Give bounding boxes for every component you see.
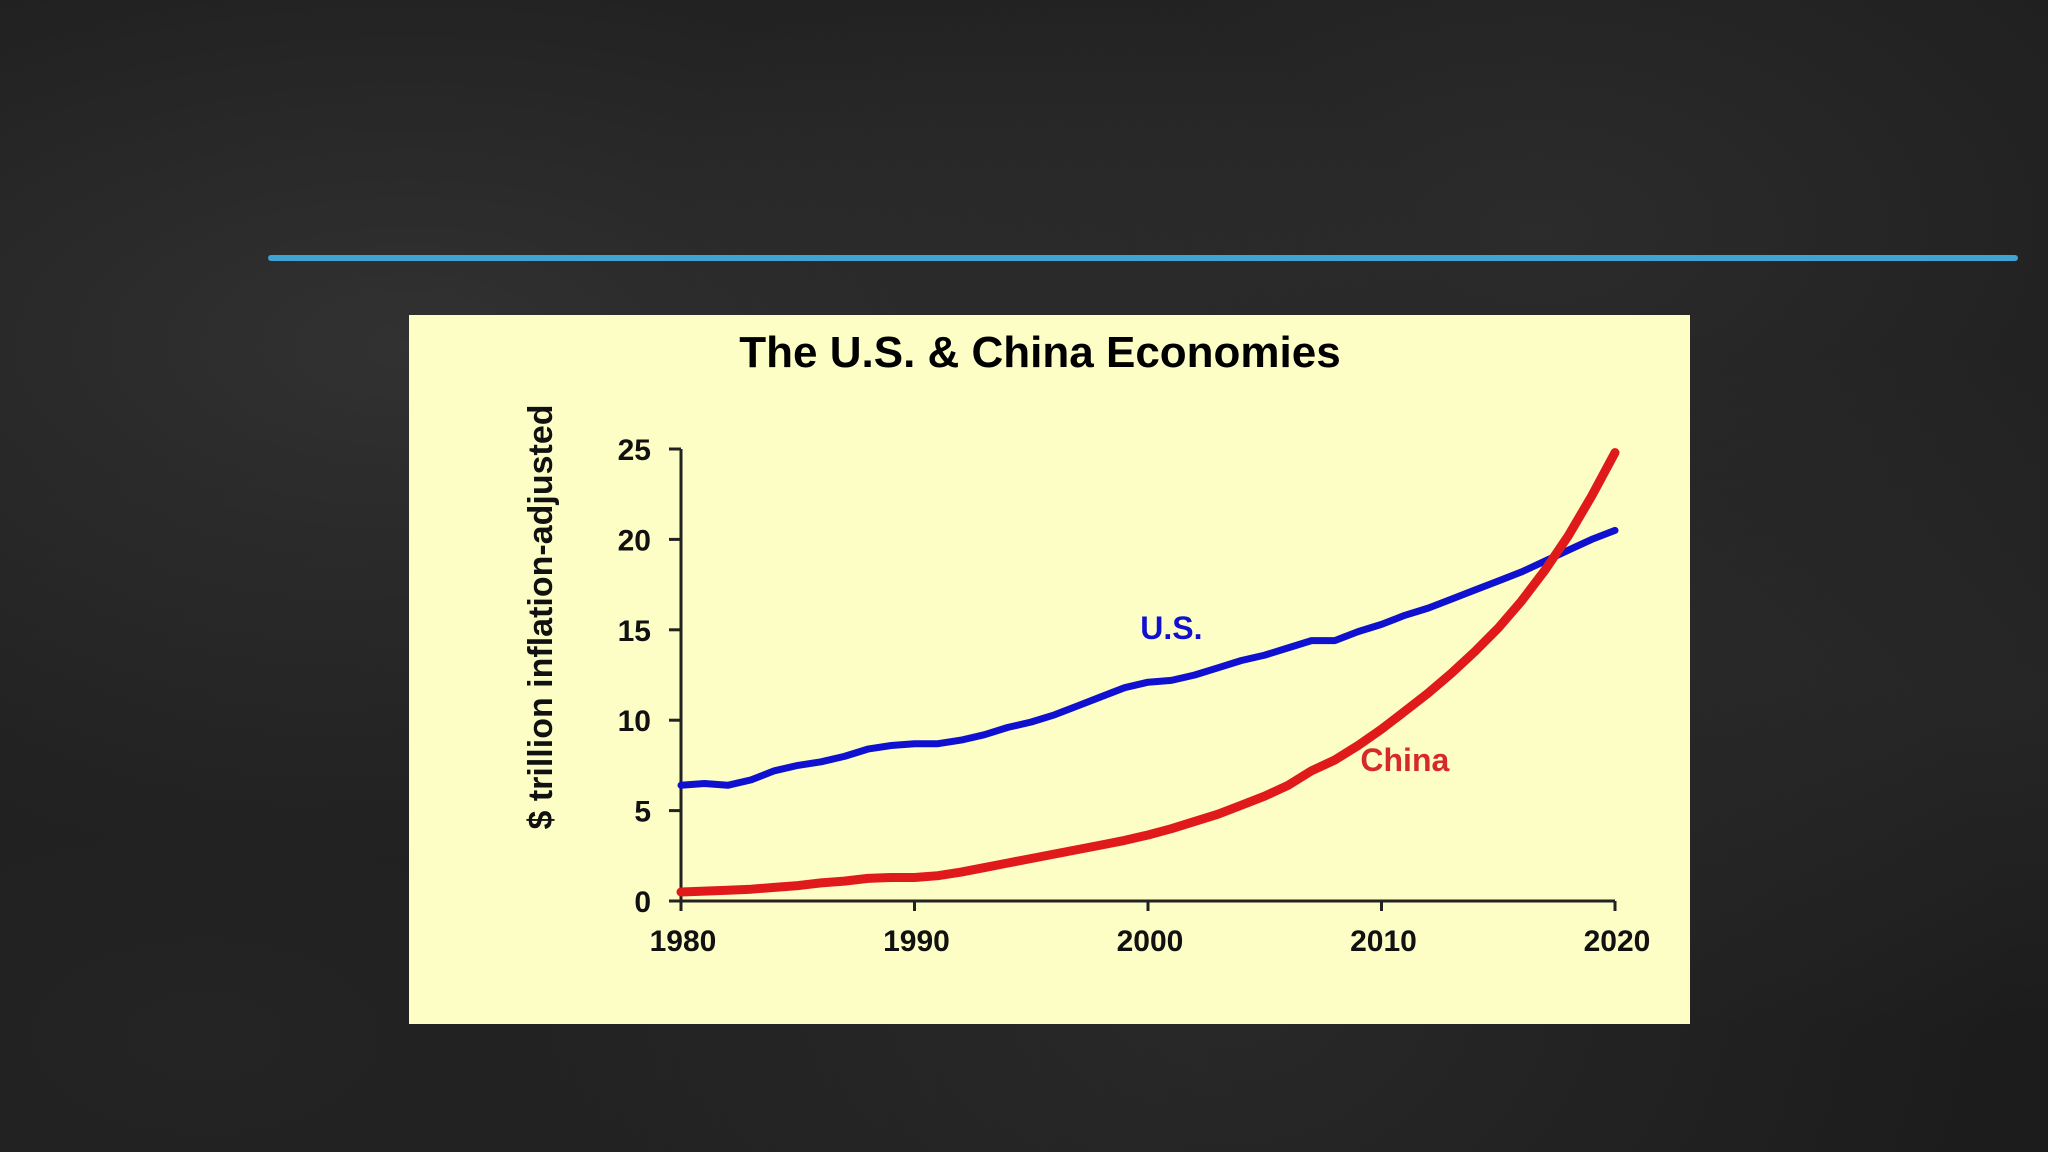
y-tick-label: 15 [618,615,651,648]
series-labels: U.S. China [1140,610,1449,778]
y-tick-label: 0 [634,886,651,919]
y-tick-label: 10 [618,705,651,738]
x-tick-label: 1980 [650,925,717,958]
chart-title: The U.S. & China Economies [739,328,1340,377]
chart-panel: The U.S. & China Economies $ trillion in… [409,315,1690,1024]
x-tick-label: 1990 [883,925,950,958]
chart-background [409,315,1690,1024]
series-layer [676,448,1620,897]
line-chart: The U.S. & China Economies $ trillion in… [409,315,1690,1024]
y-tick-label: 5 [634,796,651,829]
y-axis-title: $ trillion inflation-adjusted [522,405,560,830]
y-tick-label: 20 [618,524,651,557]
x-tick-label: 2010 [1350,925,1417,958]
x-tick-label: 2020 [1584,925,1651,958]
y-tick-label: 25 [618,434,651,467]
series-line-us [677,526,1619,789]
axes: 0 5 10 15 20 25 1980 1990 2000 2010 2020 [618,434,1651,958]
series-label-us: U.S. [1140,610,1202,646]
x-tick-label: 2000 [1117,925,1184,958]
accent-rule [268,255,2018,261]
series-label-china: China [1360,742,1449,778]
series-line-china [676,448,1620,897]
